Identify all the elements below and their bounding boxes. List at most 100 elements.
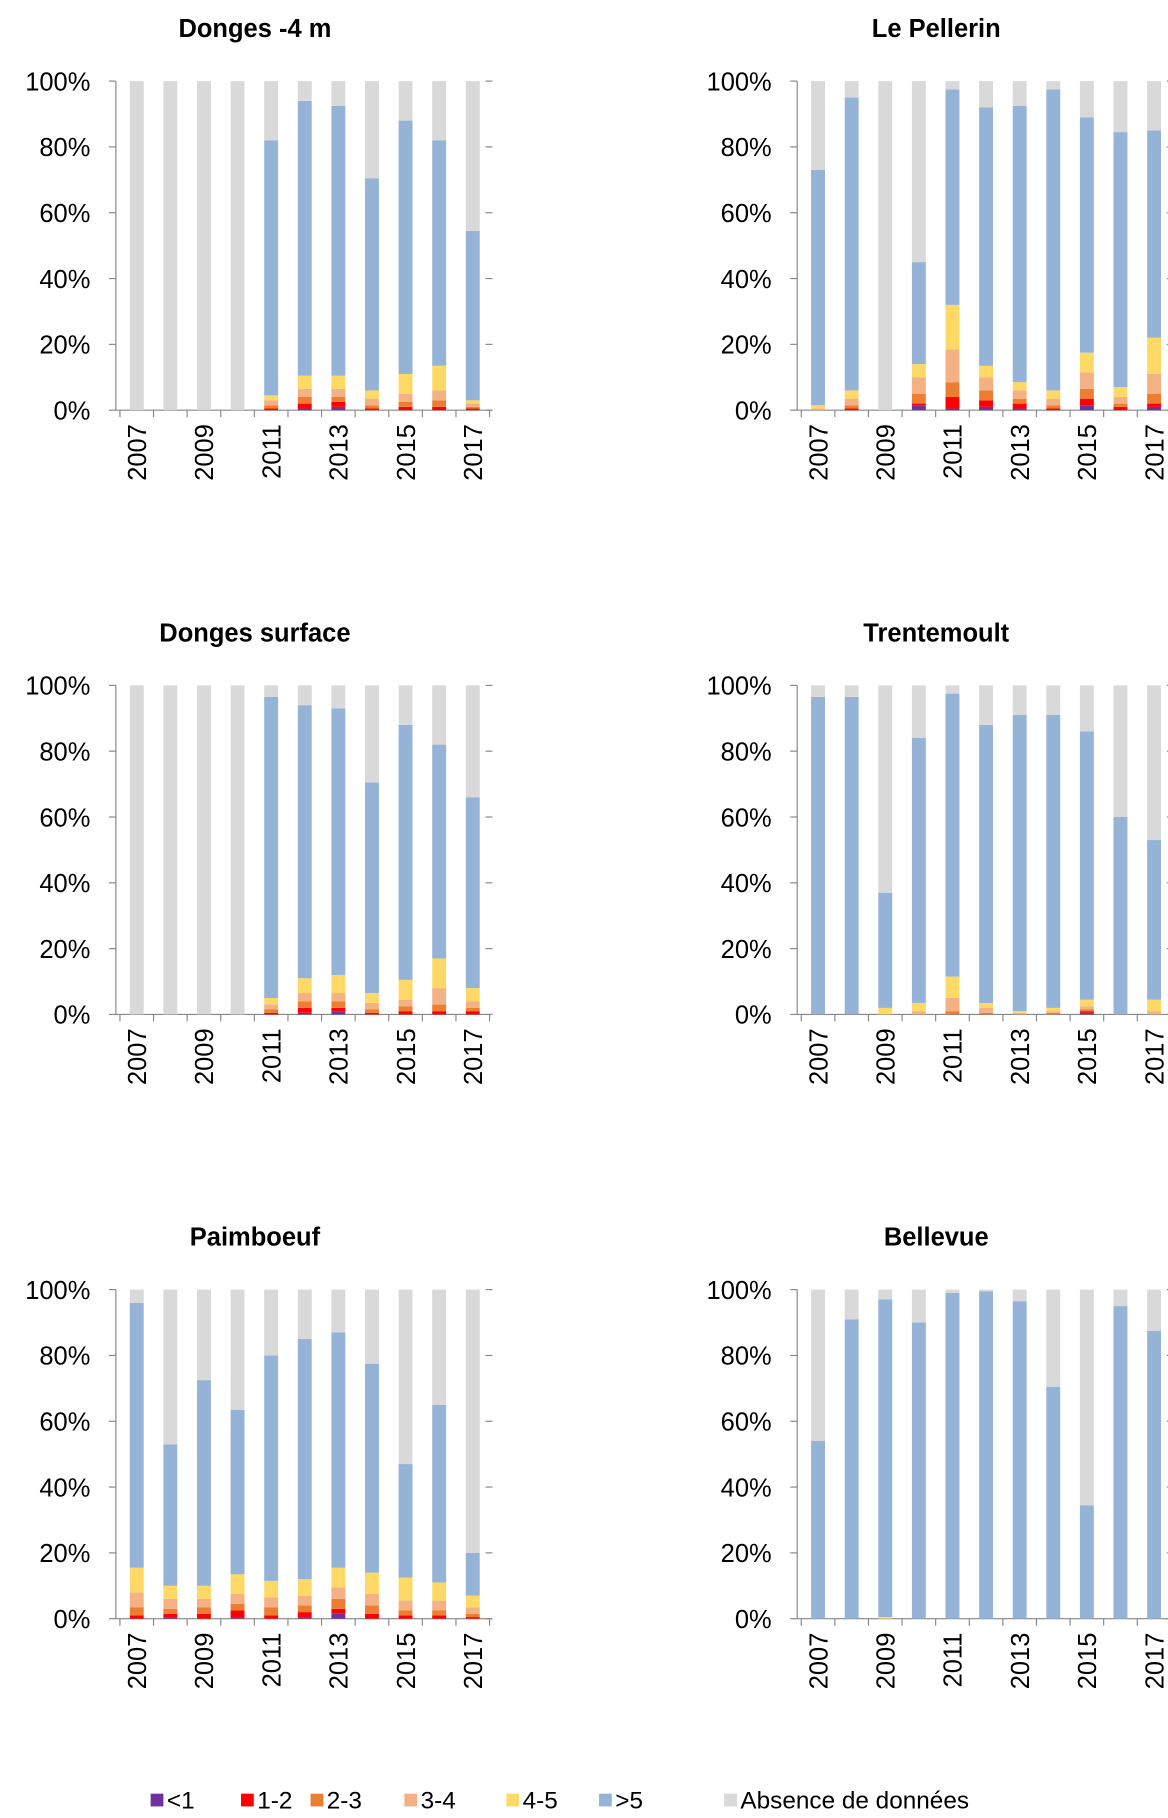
bar-segment (163, 1617, 178, 1619)
bar-segment (432, 1600, 447, 1611)
chart-panel: Paimboeuf 0% 20% 40% 60% 80% 100% 2007 2009 2011 2… (25, 1224, 493, 1689)
bar-segment (398, 1600, 413, 1611)
bar-segment (1046, 390, 1061, 399)
bar-segment (297, 978, 312, 994)
y-tick-label: 60% (721, 200, 772, 228)
bar-segment (297, 1338, 312, 1580)
bar-segment (129, 1289, 144, 1303)
y-tick-label: 80% (721, 1343, 772, 1371)
bar-segment (844, 696, 859, 1015)
bar-segment (331, 388, 346, 398)
bar-segment (1046, 405, 1061, 409)
bar-segment (1147, 337, 1162, 374)
bar-segment (432, 1610, 447, 1616)
bar-segment (1012, 1012, 1027, 1015)
x-tick-label: 2011 (940, 1633, 968, 1688)
bar-segment (398, 999, 413, 1007)
bar-segment (230, 1617, 245, 1619)
x-tick-label: 2015 (1074, 1028, 1102, 1085)
bar-segment (365, 1012, 379, 1015)
bar-segment (911, 685, 926, 739)
bar-segment (331, 1567, 346, 1588)
y-tick-label: 100% (25, 1277, 90, 1305)
y-tick-label: 60% (39, 804, 90, 832)
bar-segment (1012, 403, 1027, 409)
bar-segment (878, 81, 893, 411)
y-tick-label: 40% (721, 266, 772, 294)
bar-segment (1012, 1301, 1027, 1619)
bar-segment (264, 1597, 279, 1608)
bar-segment (1113, 685, 1128, 817)
bar-segment (398, 81, 413, 121)
x-tick-label: 2011 (258, 1028, 286, 1083)
y-tick-label: 40% (39, 870, 90, 898)
bar-segment (465, 230, 480, 401)
x-tick-label: 2015 (393, 1028, 421, 1085)
bar-segment (297, 1579, 312, 1596)
bar-segment (264, 1009, 279, 1013)
bar-segment (844, 1289, 859, 1320)
bar-segment (1046, 81, 1061, 90)
y-tick-label: 0% (735, 397, 772, 425)
x-tick-label: 2013 (1007, 1633, 1035, 1690)
y-tick-label: 80% (721, 134, 772, 162)
bar-segment (365, 993, 379, 1003)
bar-segment (1113, 387, 1128, 398)
bar-segment (398, 979, 413, 1000)
bar-segment (844, 408, 859, 411)
bar-segment (945, 304, 960, 350)
bar-segment (398, 406, 413, 411)
bar-segment (1113, 1289, 1128, 1307)
bar-segment (945, 997, 960, 1012)
y-tick-label: 100% (707, 68, 772, 96)
y-tick-label: 100% (707, 673, 772, 701)
bar-segment (465, 1607, 480, 1614)
bar-segment (432, 406, 447, 411)
bar-segment (264, 1012, 279, 1015)
bar-segment (1012, 685, 1027, 715)
bar-segment (365, 81, 379, 179)
bar-segment (264, 997, 279, 1005)
bar-segment (1012, 714, 1027, 1012)
y-tick-label: 80% (39, 738, 90, 766)
bar-segment (264, 1580, 279, 1598)
bar-segment (398, 373, 413, 394)
bar-segment (196, 685, 211, 1015)
bar-segment (264, 1355, 279, 1581)
bar-segment (1147, 999, 1162, 1012)
bar-segment (297, 705, 312, 979)
x-tick-label: 2013 (326, 424, 354, 481)
chart-title: Donges -4 m (178, 15, 331, 43)
bar-segment (1113, 81, 1128, 133)
bar-segment (331, 1007, 346, 1012)
x-tick-label: 2017 (460, 1028, 488, 1085)
bar-segment (945, 397, 960, 409)
chart-title: Le Pellerin (872, 15, 1001, 43)
bar-segment (331, 81, 346, 106)
bar-segment (196, 1598, 211, 1608)
bar-segment (398, 1006, 413, 1012)
bar-segment (264, 1607, 279, 1616)
bar-segment (432, 400, 447, 407)
bar-segment (1147, 1011, 1162, 1015)
bar-segment (196, 1585, 211, 1599)
y-tick-label: 0% (735, 1606, 772, 1634)
y-tick-label: 0% (54, 397, 91, 425)
bar-segment (844, 398, 859, 406)
y-tick-label: 100% (707, 1277, 772, 1305)
bar-segment (432, 1011, 447, 1015)
bar-segment (297, 1289, 312, 1339)
y-tick-label: 20% (39, 936, 90, 964)
bar-segment (911, 1289, 926, 1323)
bar-segment (1012, 382, 1027, 391)
bar-segment (465, 403, 480, 407)
bar-segment (264, 408, 279, 411)
bar-segment (1046, 1011, 1061, 1013)
bar-segment (1012, 408, 1027, 411)
bar-segment (465, 408, 480, 411)
bar-segment (230, 81, 245, 411)
bar-segment (1079, 81, 1094, 118)
bar-segment (1079, 1505, 1094, 1619)
bar-segment (196, 1613, 211, 1619)
